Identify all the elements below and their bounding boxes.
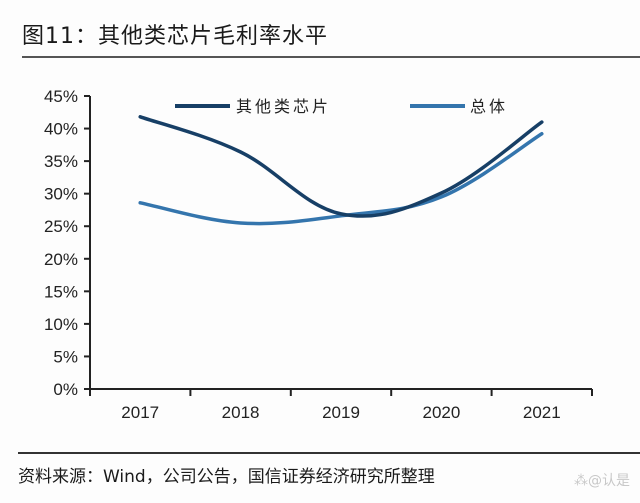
- y-tick-label: 5%: [53, 347, 78, 366]
- watermark: ⁂@认是: [574, 473, 630, 489]
- x-tick-label: 2018: [222, 403, 260, 422]
- x-tick-label: 2019: [322, 403, 360, 422]
- footer-divider: [18, 452, 640, 454]
- x-tick-label: 2021: [523, 403, 561, 422]
- y-tick-label: 30%: [44, 185, 78, 204]
- title-divider: [22, 56, 640, 58]
- x-tick-label: 2017: [121, 403, 159, 422]
- legend-label: 其他类芯片: [236, 98, 331, 116]
- y-tick-label: 25%: [44, 217, 78, 236]
- legend-label: 总体: [470, 98, 508, 116]
- y-tick-label: 45%: [44, 87, 78, 106]
- y-tick-label: 35%: [44, 152, 78, 171]
- y-tick-label: 20%: [44, 250, 78, 269]
- y-tick-label: 0%: [53, 380, 78, 399]
- y-tick-label: 15%: [44, 282, 78, 301]
- y-tick-label: 40%: [44, 120, 78, 139]
- y-tick-label: 10%: [44, 315, 78, 334]
- chart-title: 图11：其他类芯片毛利率水平: [22, 24, 328, 49]
- line-chart: 0% 5% 10% 15% 20% 25% 30% 35% 40% 45% 2017 2018 2019…: [44, 87, 593, 422]
- source-note: 资料来源：Wind，公司公告，国信证券经济研究所整理: [18, 467, 435, 487]
- series-line-other-chips: [138, 115, 544, 218]
- x-tick-label: 2020: [422, 403, 460, 422]
- series-line-overall: [138, 132, 544, 226]
